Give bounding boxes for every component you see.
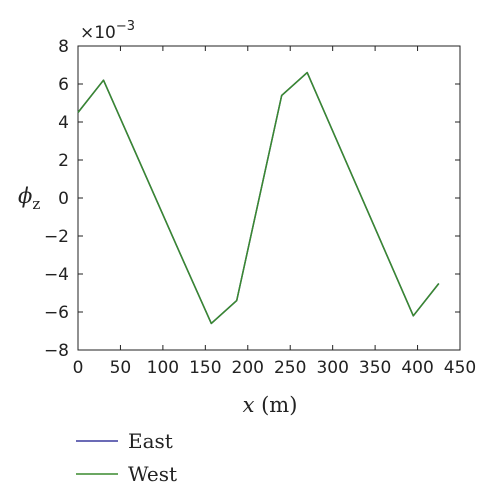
y-tick-label: 4 [58, 113, 69, 133]
y-axis-label: ϕz [18, 184, 40, 213]
x-tick-label: 150 [189, 358, 221, 378]
x-axis-label: x (m) [243, 393, 298, 417]
y-axis-ticks: −8 −6 −4 −2 0 2 4 6 8 [44, 37, 460, 361]
series-lines [77, 71, 440, 325]
legend-label-west: West [128, 462, 177, 486]
x-tick-label: 350 [359, 358, 391, 378]
x-tick-label: 400 [401, 358, 433, 378]
legend-label-east: East [128, 429, 173, 453]
x-tick-label: 50 [110, 358, 132, 378]
y-axis-label-symbol: ϕ [18, 184, 32, 208]
y-axis-label-subscript: z [32, 195, 40, 213]
x-axis-ticks: 0 50 100 150 200 250 300 350 400 450 [73, 46, 476, 378]
x-axis-label-unit: (m) [261, 393, 297, 417]
series-line-west [77, 71, 440, 325]
x-tick-label: 200 [232, 358, 264, 378]
x-tick-label: 450 [444, 358, 476, 378]
y-tick-label: 6 [58, 75, 69, 95]
legend: East West [76, 429, 177, 486]
y-tick-label: 0 [58, 189, 69, 209]
y-axis-multiplier-base: ×10 [80, 23, 116, 43]
x-tick-label: 250 [274, 358, 306, 378]
y-tick-label: −2 [44, 227, 69, 247]
plot-area [77, 45, 461, 351]
x-axis-label-variable: x [243, 393, 255, 417]
y-tick-label: −4 [44, 265, 69, 285]
x-tick-label: 0 [73, 358, 84, 378]
y-axis-multiplier-exponent: −3 [116, 19, 135, 34]
y-tick-label: −6 [44, 303, 69, 323]
x-tick-label: 300 [316, 358, 348, 378]
y-tick-label: −8 [44, 341, 69, 361]
y-tick-label: 8 [58, 37, 69, 57]
x-tick-label: 100 [147, 358, 179, 378]
y-tick-label: 2 [58, 151, 69, 171]
y-axis-multiplier: ×10−3 [80, 19, 135, 43]
